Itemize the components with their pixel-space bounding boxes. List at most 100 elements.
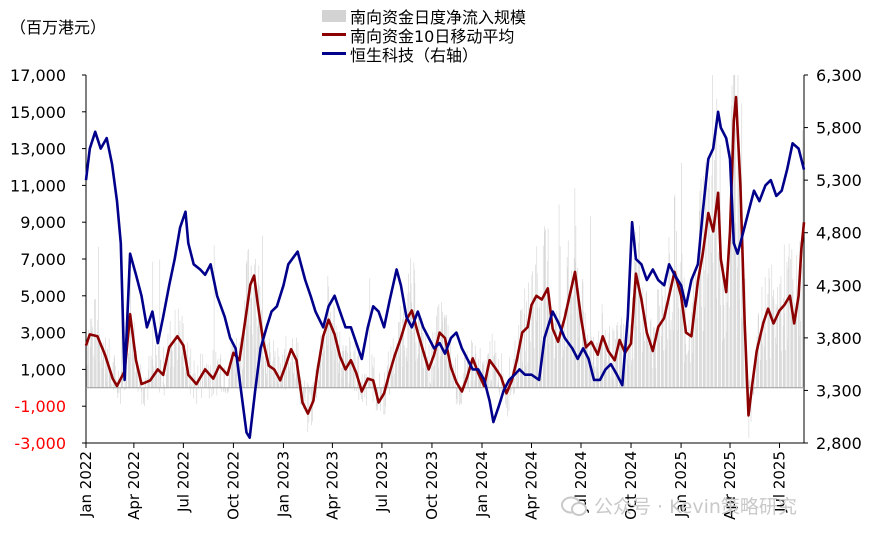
daily-bar xyxy=(617,322,619,388)
daily-bar xyxy=(198,380,200,388)
daily-bar xyxy=(761,335,762,388)
daily-bar xyxy=(338,344,340,388)
daily-bar xyxy=(768,316,769,388)
daily-bar xyxy=(301,380,303,388)
daily-bar xyxy=(309,387,310,393)
daily-bar xyxy=(240,337,242,388)
left-tick-label: 9,000 xyxy=(20,213,66,232)
daily-bar xyxy=(647,332,648,388)
daily-bar xyxy=(711,252,712,388)
daily-bar xyxy=(790,258,792,388)
daily-bar xyxy=(769,278,770,388)
daily-bar xyxy=(569,293,571,388)
daily-bar xyxy=(143,387,144,404)
daily-bar xyxy=(516,381,518,388)
daily-bar xyxy=(689,334,690,388)
right-tick-label: 2,800 xyxy=(816,434,862,453)
daily-bar xyxy=(490,380,492,388)
daily-bar xyxy=(464,357,465,388)
daily-bar xyxy=(235,373,236,388)
daily-bar xyxy=(346,362,347,388)
daily-bar xyxy=(174,340,175,388)
daily-bar xyxy=(403,305,404,388)
daily-bar xyxy=(179,320,181,388)
daily-bar xyxy=(422,367,423,388)
daily-bar xyxy=(217,361,218,388)
daily-bar xyxy=(460,385,462,388)
daily-bar xyxy=(356,387,357,392)
daily-bar xyxy=(528,282,529,388)
daily-bar xyxy=(103,342,105,388)
daily-bar xyxy=(798,297,800,388)
daily-bar xyxy=(682,280,683,388)
daily-bar xyxy=(452,386,453,388)
daily-bar xyxy=(657,333,659,388)
daily-bar xyxy=(238,378,239,388)
daily-bar xyxy=(470,380,472,388)
daily-bar xyxy=(597,343,598,388)
daily-bar xyxy=(326,308,328,388)
daily-bar xyxy=(537,308,539,388)
daily-bar xyxy=(507,387,508,417)
daily-bar xyxy=(574,188,576,388)
daily-bar xyxy=(88,329,89,388)
legend-swatch-daily xyxy=(322,9,346,22)
daily-bar xyxy=(486,378,488,388)
daily-bar xyxy=(191,384,192,388)
daily-bar xyxy=(510,387,512,392)
daily-bar xyxy=(670,329,671,388)
daily-bar xyxy=(613,380,614,388)
daily-bar xyxy=(206,364,207,388)
daily-bar xyxy=(788,256,789,388)
daily-bar xyxy=(703,270,705,388)
daily-bar xyxy=(723,305,725,388)
daily-bar xyxy=(536,246,538,388)
daily-bar xyxy=(696,318,698,388)
daily-bar xyxy=(424,351,426,388)
daily-bar xyxy=(545,229,546,388)
daily-bar xyxy=(795,318,797,388)
daily-bar xyxy=(204,366,205,388)
daily-bar xyxy=(570,297,571,388)
daily-bar xyxy=(601,346,602,388)
daily-bar xyxy=(174,309,176,388)
daily-bar xyxy=(335,326,337,388)
daily-bar xyxy=(687,352,689,388)
daily-bar xyxy=(578,291,580,388)
daily-bar xyxy=(716,98,718,388)
x-tick-label: Apr 2024 xyxy=(522,451,540,520)
daily-bar xyxy=(596,342,597,388)
daily-bar xyxy=(762,344,763,388)
daily-bar xyxy=(208,387,210,399)
daily-bar xyxy=(705,162,706,388)
daily-bar xyxy=(143,387,145,398)
daily-bar xyxy=(324,350,325,388)
legend-label-daily: 南向资金日度净流入规模 xyxy=(350,7,527,27)
daily-bar xyxy=(505,387,507,405)
daily-bar xyxy=(457,354,458,388)
daily-bar xyxy=(236,370,238,388)
daily-bar xyxy=(644,340,645,388)
left-tick-label: -3,000 xyxy=(14,434,66,453)
daily-bar xyxy=(740,317,742,388)
daily-bar xyxy=(517,374,518,388)
daily-bar xyxy=(526,301,527,388)
daily-bar xyxy=(247,250,249,388)
daily-bar xyxy=(426,364,427,388)
daily-bar xyxy=(531,275,533,388)
daily-bar xyxy=(590,216,591,388)
daily-bar xyxy=(170,367,171,388)
axes: -3,000 -1,000 1,000 3,000 5,000 7,000 9,000 11,… xyxy=(10,66,862,520)
daily-bar xyxy=(686,354,687,388)
daily-bar xyxy=(677,275,679,388)
daily-bar xyxy=(337,362,339,388)
daily-bar xyxy=(213,387,214,395)
daily-bar xyxy=(559,246,561,388)
daily-bar xyxy=(186,372,188,388)
daily-bar xyxy=(121,287,123,388)
daily-bar xyxy=(643,332,645,388)
x-tick-label: Jan 2024 xyxy=(473,451,491,518)
right-tick-label: 5,800 xyxy=(816,119,862,138)
daily-bar xyxy=(109,370,111,388)
x-tick-label: Jul 2025 xyxy=(771,451,789,513)
